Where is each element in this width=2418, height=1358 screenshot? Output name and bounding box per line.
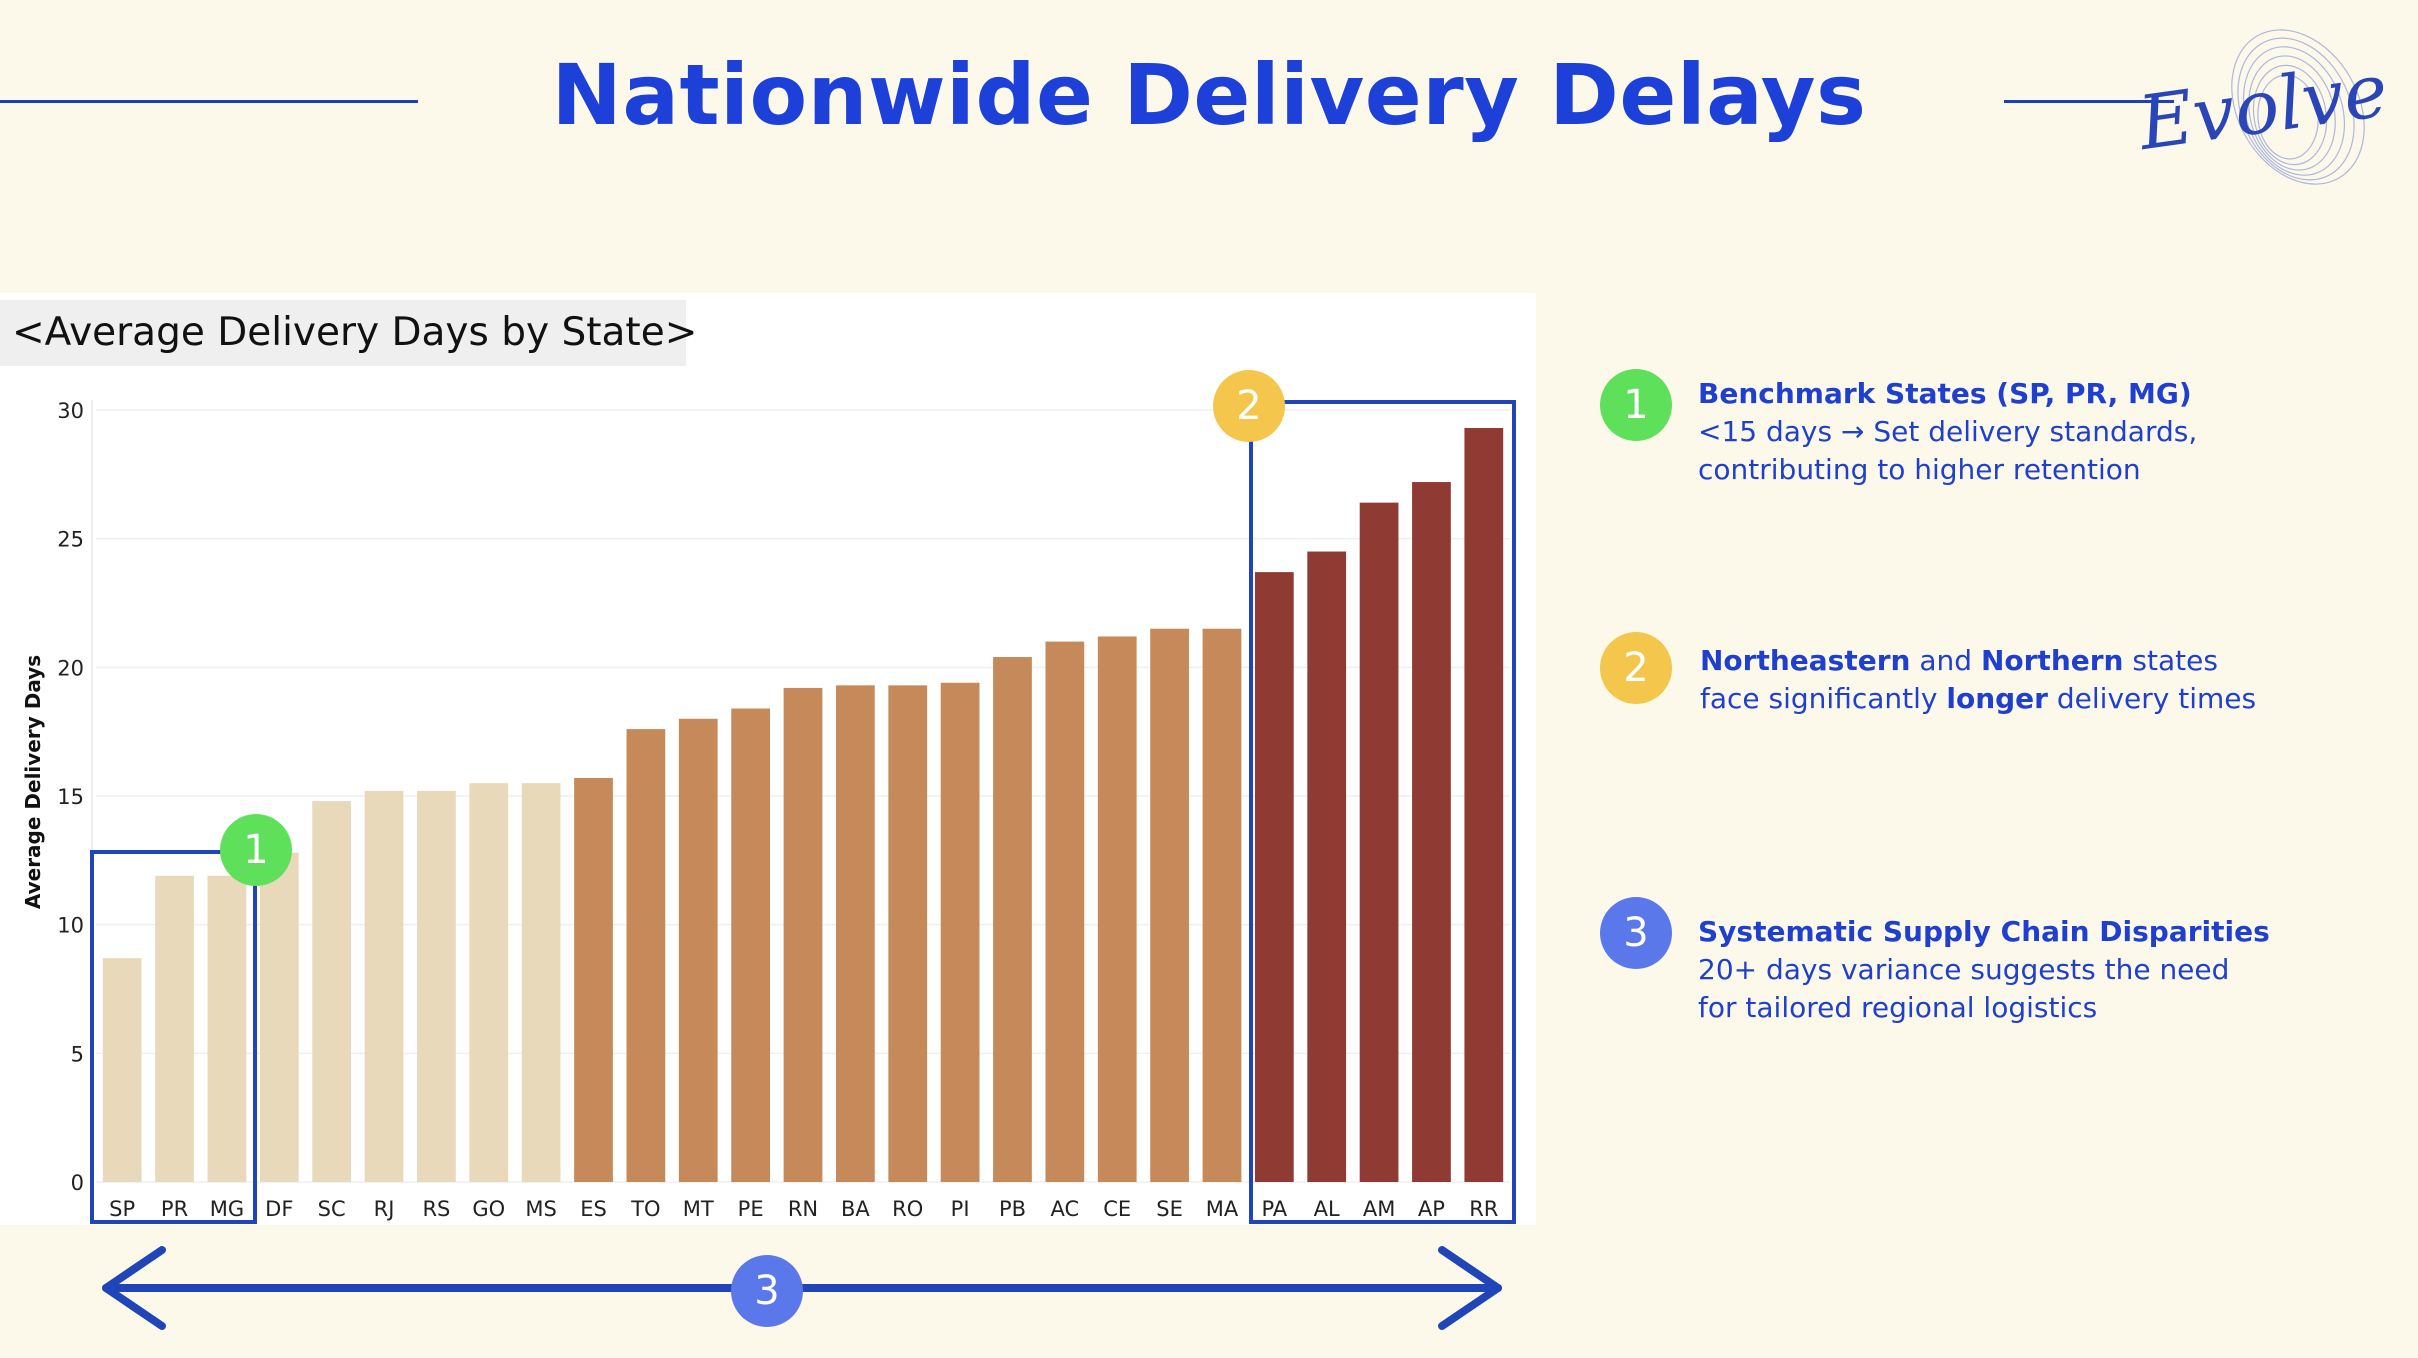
x-tick-label-ma: MA — [1206, 1197, 1239, 1221]
takeaway-1-heading: Benchmark States (SP, PR, MG) — [1698, 377, 2192, 410]
bar-pe — [731, 708, 771, 1182]
x-tick-label-to: TO — [630, 1197, 660, 1221]
x-tick-label-rr: RR — [1469, 1197, 1498, 1221]
bar-rr — [1464, 428, 1504, 1183]
takeaway-1-marker: 1 — [1600, 369, 1672, 441]
x-tick-label-es: ES — [580, 1197, 607, 1221]
x-tick-label-rj: RJ — [374, 1197, 395, 1221]
x-tick-label-ap: AP — [1418, 1197, 1445, 1221]
takeaway-2-line1: Northeastern and Northern states — [1700, 642, 2256, 680]
bar-sc — [312, 801, 352, 1182]
bar-pb — [993, 657, 1032, 1182]
bar-mt — [678, 718, 718, 1182]
takeaway-2-text-and: and — [1910, 644, 1981, 677]
bar-ro — [888, 685, 928, 1182]
y-tick-label: 25 — [57, 528, 84, 552]
x-tick-label-sc: SC — [318, 1197, 346, 1221]
x-tick-label-ce: CE — [1103, 1197, 1131, 1221]
x-tick-label-pe: PE — [738, 1197, 764, 1221]
x-tick-label-pr: PR — [161, 1197, 188, 1221]
bar-sp — [102, 958, 142, 1182]
x-tick-label-pb: PB — [999, 1197, 1026, 1221]
y-tick-label: 0 — [71, 1171, 84, 1195]
x-tick-label-ba: BA — [841, 1197, 870, 1221]
evolve-logo: Evolve — [2128, 12, 2393, 202]
takeaway-3-line3: for tailored regional logistics — [1698, 991, 2098, 1024]
takeaway-3-heading: Systematic Supply Chain Disparities — [1698, 915, 2270, 948]
bar-ac — [1045, 641, 1085, 1182]
bar-ap — [1412, 482, 1451, 1182]
y-tick-label: 10 — [57, 914, 84, 938]
marker-3-chart: 3 — [731, 1255, 803, 1327]
y-tick-label: 20 — [57, 656, 84, 680]
bar-al — [1307, 551, 1347, 1182]
y-tick-label: 15 — [57, 785, 84, 809]
takeaway-2-bold-longer: longer — [1946, 682, 2048, 715]
page-title: Nationwide Delivery Delays — [551, 46, 1867, 144]
bar-ms — [521, 783, 561, 1182]
takeaway-2: Northeastern and Northern states face si… — [1700, 642, 2256, 718]
takeaway-2-line2: face significantly longer delivery times — [1700, 680, 2256, 718]
bar-mg — [207, 875, 247, 1182]
x-tick-label-go: GO — [472, 1197, 505, 1221]
x-tick-label-ms: MS — [525, 1197, 556, 1221]
x-tick-label-sp: SP — [109, 1197, 135, 1221]
title-rule-left — [0, 100, 418, 103]
y-tick-label: 5 — [71, 1042, 84, 1066]
bar-ma — [1202, 628, 1242, 1182]
takeaway-2-text-face: face significantly — [1700, 682, 1947, 715]
x-tick-label-pi: PI — [951, 1197, 970, 1221]
takeaway-1-line3: contributing to higher retention — [1698, 453, 2141, 486]
x-tick-label-df: DF — [265, 1197, 293, 1221]
takeaway-2-bold-northeastern: Northeastern — [1700, 644, 1911, 677]
takeaway-2-text-delivery: delivery times — [2047, 682, 2257, 715]
bar-go — [469, 783, 509, 1182]
bar-pa — [1254, 572, 1294, 1182]
bar-rs — [417, 790, 456, 1182]
x-tick-label-mg: MG — [210, 1197, 244, 1221]
bar-es — [574, 777, 613, 1182]
x-tick-label-se: SE — [1156, 1197, 1183, 1221]
x-tick-label-ac: AC — [1051, 1197, 1080, 1221]
marker-1-chart: 1 — [220, 814, 292, 886]
takeaway-3-line2: 20+ days variance suggests the need — [1698, 953, 2230, 986]
bar-se — [1150, 628, 1189, 1182]
takeaway-3-marker: 3 — [1600, 897, 1672, 969]
chart-title: <Average Delivery Days by State> — [0, 300, 697, 366]
x-tick-label-am: AM — [1363, 1197, 1395, 1221]
takeaway-3: Systematic Supply Chain Disparities 20+ … — [1698, 913, 2270, 1027]
title-rule-right — [2004, 100, 2174, 103]
takeaway-2-marker: 2 — [1600, 632, 1672, 704]
takeaway-1-line2: <15 days → Set delivery standards, — [1698, 415, 2198, 448]
bar-rn — [783, 687, 823, 1182]
x-tick-label-rn: RN — [788, 1197, 818, 1221]
x-tick-label-mt: MT — [683, 1197, 714, 1221]
takeaway-1: Benchmark States (SP, PR, MG) <15 days →… — [1698, 375, 2197, 489]
takeaway-2-bold-northern: Northern — [1980, 644, 2124, 677]
x-tick-label-rs: RS — [422, 1197, 450, 1221]
bar-am — [1359, 502, 1399, 1182]
bar-to — [626, 729, 666, 1182]
y-tick-label: 30 — [57, 399, 84, 423]
bar-pi — [940, 682, 980, 1182]
x-tick-label-ro: RO — [892, 1197, 923, 1221]
takeaway-2-text-states: states — [2123, 644, 2218, 677]
y-axis-label: Average Delivery Days — [21, 655, 45, 909]
x-tick-label-pa: PA — [1261, 1197, 1287, 1221]
bar-ce — [1097, 636, 1137, 1182]
marker-2-chart: 2 — [1213, 370, 1285, 442]
x-tick-label-al: AL — [1314, 1197, 1340, 1221]
bar-df — [259, 852, 299, 1182]
highlight-box-north — [1249, 400, 1516, 1224]
bar-pr — [155, 875, 194, 1182]
highlight-box-benchmark — [90, 850, 257, 1224]
bar-rj — [364, 790, 404, 1182]
bar-ba — [835, 685, 875, 1182]
